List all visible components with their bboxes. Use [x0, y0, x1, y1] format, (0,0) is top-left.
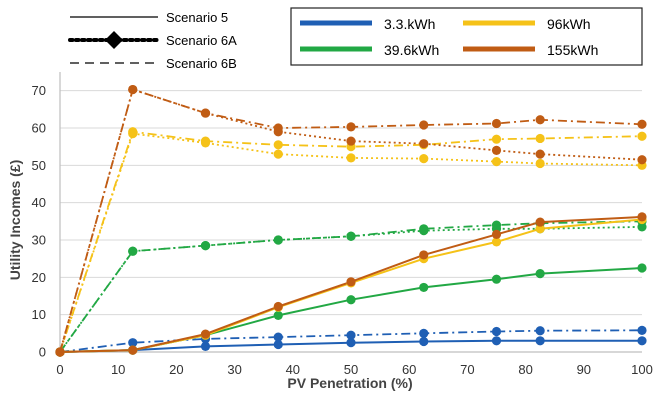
- x-tick-label: 60: [402, 362, 416, 377]
- data-point: [491, 237, 502, 247]
- x-tick-label: 50: [344, 362, 358, 377]
- data-point: [419, 250, 429, 260]
- data-point: [273, 140, 283, 150]
- data-point: [273, 301, 283, 312]
- data-point: [491, 118, 502, 129]
- data-point: [346, 295, 356, 305]
- y-tick-label: 60: [32, 121, 46, 136]
- data-point: [535, 133, 545, 144]
- series-points: [55, 84, 647, 357]
- data-point: [637, 131, 647, 141]
- data-point: [637, 212, 647, 222]
- battery-legend-items: 3.3.kWh 96kWh 39.6kWh 155kWh: [300, 16, 598, 58]
- data-point: [637, 325, 647, 335]
- data-point: [200, 341, 211, 351]
- data-point: [273, 332, 283, 342]
- scenario-legend: Scenario 5 Scenario 6A Scenario 6B: [68, 10, 237, 71]
- x-tick-label: 70: [460, 362, 474, 377]
- x-tick-label: 90: [577, 362, 591, 377]
- data-point: [419, 154, 429, 164]
- data-point: [128, 338, 138, 348]
- y-tick-label: 20: [32, 270, 46, 285]
- data-point: [419, 139, 429, 149]
- data-point: [346, 338, 356, 348]
- data-point: [535, 269, 545, 279]
- data-point: [273, 310, 283, 321]
- data-point: [419, 282, 429, 293]
- battery-legend-frame: [290, 7, 643, 66]
- data-point: [535, 115, 545, 125]
- y-tick-label: 30: [32, 233, 46, 248]
- scenario-legend-label: Scenario 5: [166, 10, 228, 25]
- data-point: [535, 158, 545, 169]
- data-point: [346, 330, 356, 340]
- data-point: [128, 345, 138, 355]
- data-point: [637, 336, 647, 346]
- data-point: [346, 231, 356, 241]
- x-tick-label: 100: [631, 362, 653, 377]
- data-point: [491, 336, 502, 346]
- tick-labels: 0 10 20 30 40 50 60 70 0 10 20 30 40 50 60 70 80 90 100: [32, 83, 653, 377]
- data-point: [491, 145, 502, 155]
- battery-legend: 3.3.kWh 96kWh 39.6kWh 155kWh: [290, 7, 643, 66]
- data-point: [491, 157, 502, 167]
- data-point: [419, 120, 429, 130]
- x-tick-label: 30: [227, 362, 241, 377]
- x-tick-label: 0: [56, 362, 63, 377]
- data-point: [200, 329, 211, 339]
- data-point: [637, 155, 647, 165]
- data-point: [273, 127, 283, 137]
- data-point: [346, 136, 356, 146]
- data-point: [491, 274, 502, 284]
- y-tick-label: 40: [32, 195, 46, 210]
- scenario-legend-marker: [105, 31, 123, 49]
- y-tick-label: 50: [32, 158, 46, 173]
- battery-legend-label: 39.6kWh: [384, 42, 439, 58]
- data-point: [273, 235, 283, 245]
- data-point: [128, 84, 138, 95]
- data-point: [128, 246, 138, 256]
- data-point: [419, 226, 429, 236]
- y-axis-title: Utility Incomes (£): [7, 160, 23, 281]
- y-tick-label: 0: [39, 345, 46, 360]
- data-point: [535, 217, 545, 227]
- scenario-legend-label: Scenario 6A: [166, 33, 237, 48]
- data-point: [419, 336, 429, 347]
- data-point: [128, 129, 138, 139]
- y-tick-label: 70: [32, 83, 46, 98]
- data-point: [419, 328, 429, 338]
- axes: [59, 72, 642, 353]
- data-point: [346, 122, 356, 132]
- data-point: [535, 224, 545, 234]
- data-point: [535, 149, 545, 159]
- data-point: [200, 138, 211, 148]
- data-point: [200, 108, 211, 118]
- data-point: [273, 339, 283, 350]
- battery-legend-label: 3.3.kWh: [384, 16, 435, 32]
- data-point: [637, 222, 647, 232]
- data-point: [273, 149, 283, 159]
- y-tick-label: 10: [32, 307, 46, 322]
- data-point: [346, 277, 356, 287]
- x-tick-label: 20: [169, 362, 183, 377]
- data-point: [637, 263, 647, 273]
- data-point: [637, 119, 647, 129]
- x-tick-label: 40: [286, 362, 300, 377]
- data-point: [200, 241, 211, 251]
- data-point: [346, 153, 356, 163]
- scenario-legend-label: Scenario 6B: [166, 56, 237, 71]
- x-tick-label: 80: [518, 362, 532, 377]
- data-point: [55, 347, 65, 357]
- x-axis-title: PV Penetration (%): [287, 375, 412, 391]
- data-point: [535, 326, 545, 336]
- data-point: [535, 336, 545, 346]
- x-tick-label: 10: [111, 362, 125, 377]
- data-point: [491, 326, 502, 337]
- data-point: [491, 229, 502, 239]
- battery-legend-label: 155kWh: [547, 42, 598, 58]
- battery-legend-label: 96kWh: [547, 16, 591, 32]
- data-point: [491, 134, 502, 144]
